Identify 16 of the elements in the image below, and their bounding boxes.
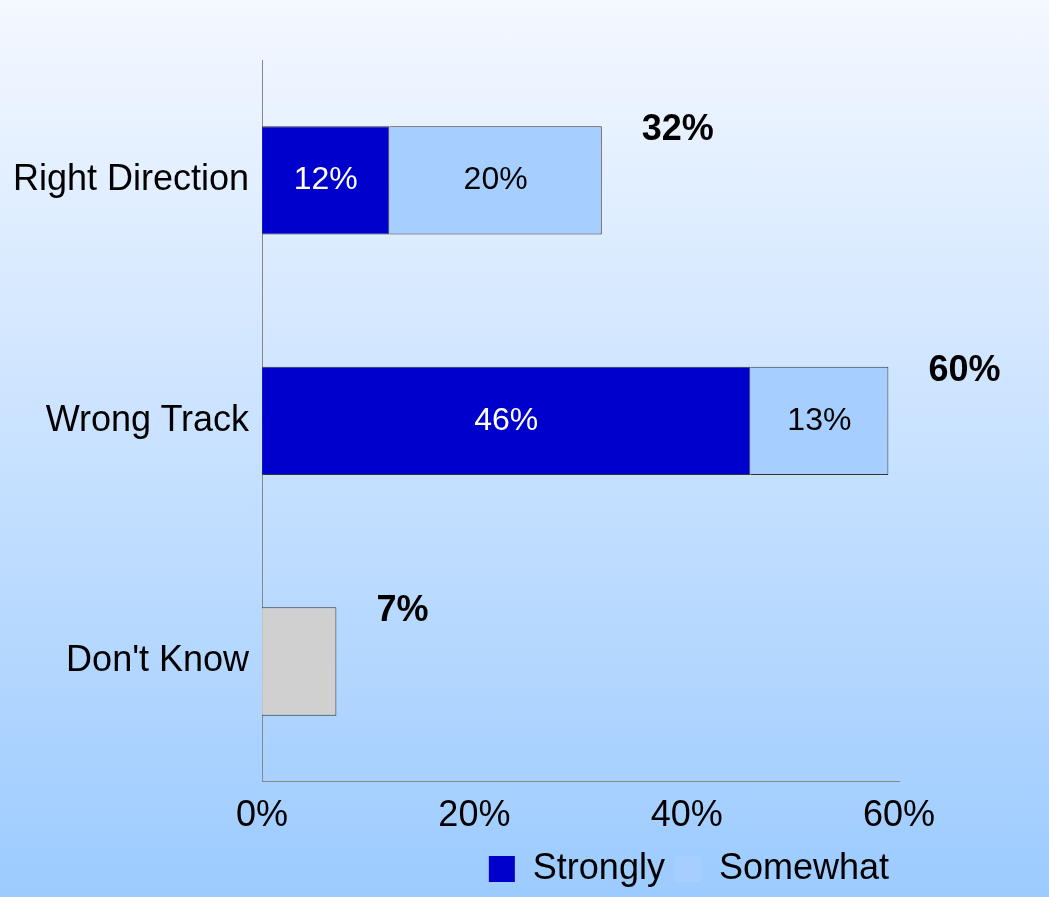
- x-tick-label: 60%: [862, 793, 936, 835]
- legend-label: Somewhat: [718, 845, 890, 887]
- total-label: 7%: [376, 588, 429, 630]
- x-tick-label: 0%: [236, 793, 289, 835]
- total-label: 32%: [641, 107, 714, 149]
- y-tick-label: Don't Know: [66, 638, 251, 680]
- data-label: 20%: [463, 160, 528, 197]
- data-label: 46%: [474, 400, 539, 437]
- y-tick-label: Right Direction: [13, 157, 250, 199]
- x-tick-label: 20%: [438, 793, 511, 835]
- legend-label: Strongly: [532, 845, 665, 887]
- data-label: 12%: [293, 160, 358, 197]
- data-label: 13%: [787, 400, 852, 437]
- y-tick-label: Wrong Track: [45, 397, 251, 439]
- total-label: 60%: [928, 347, 1001, 389]
- x-tick-label: 40%: [650, 793, 723, 835]
